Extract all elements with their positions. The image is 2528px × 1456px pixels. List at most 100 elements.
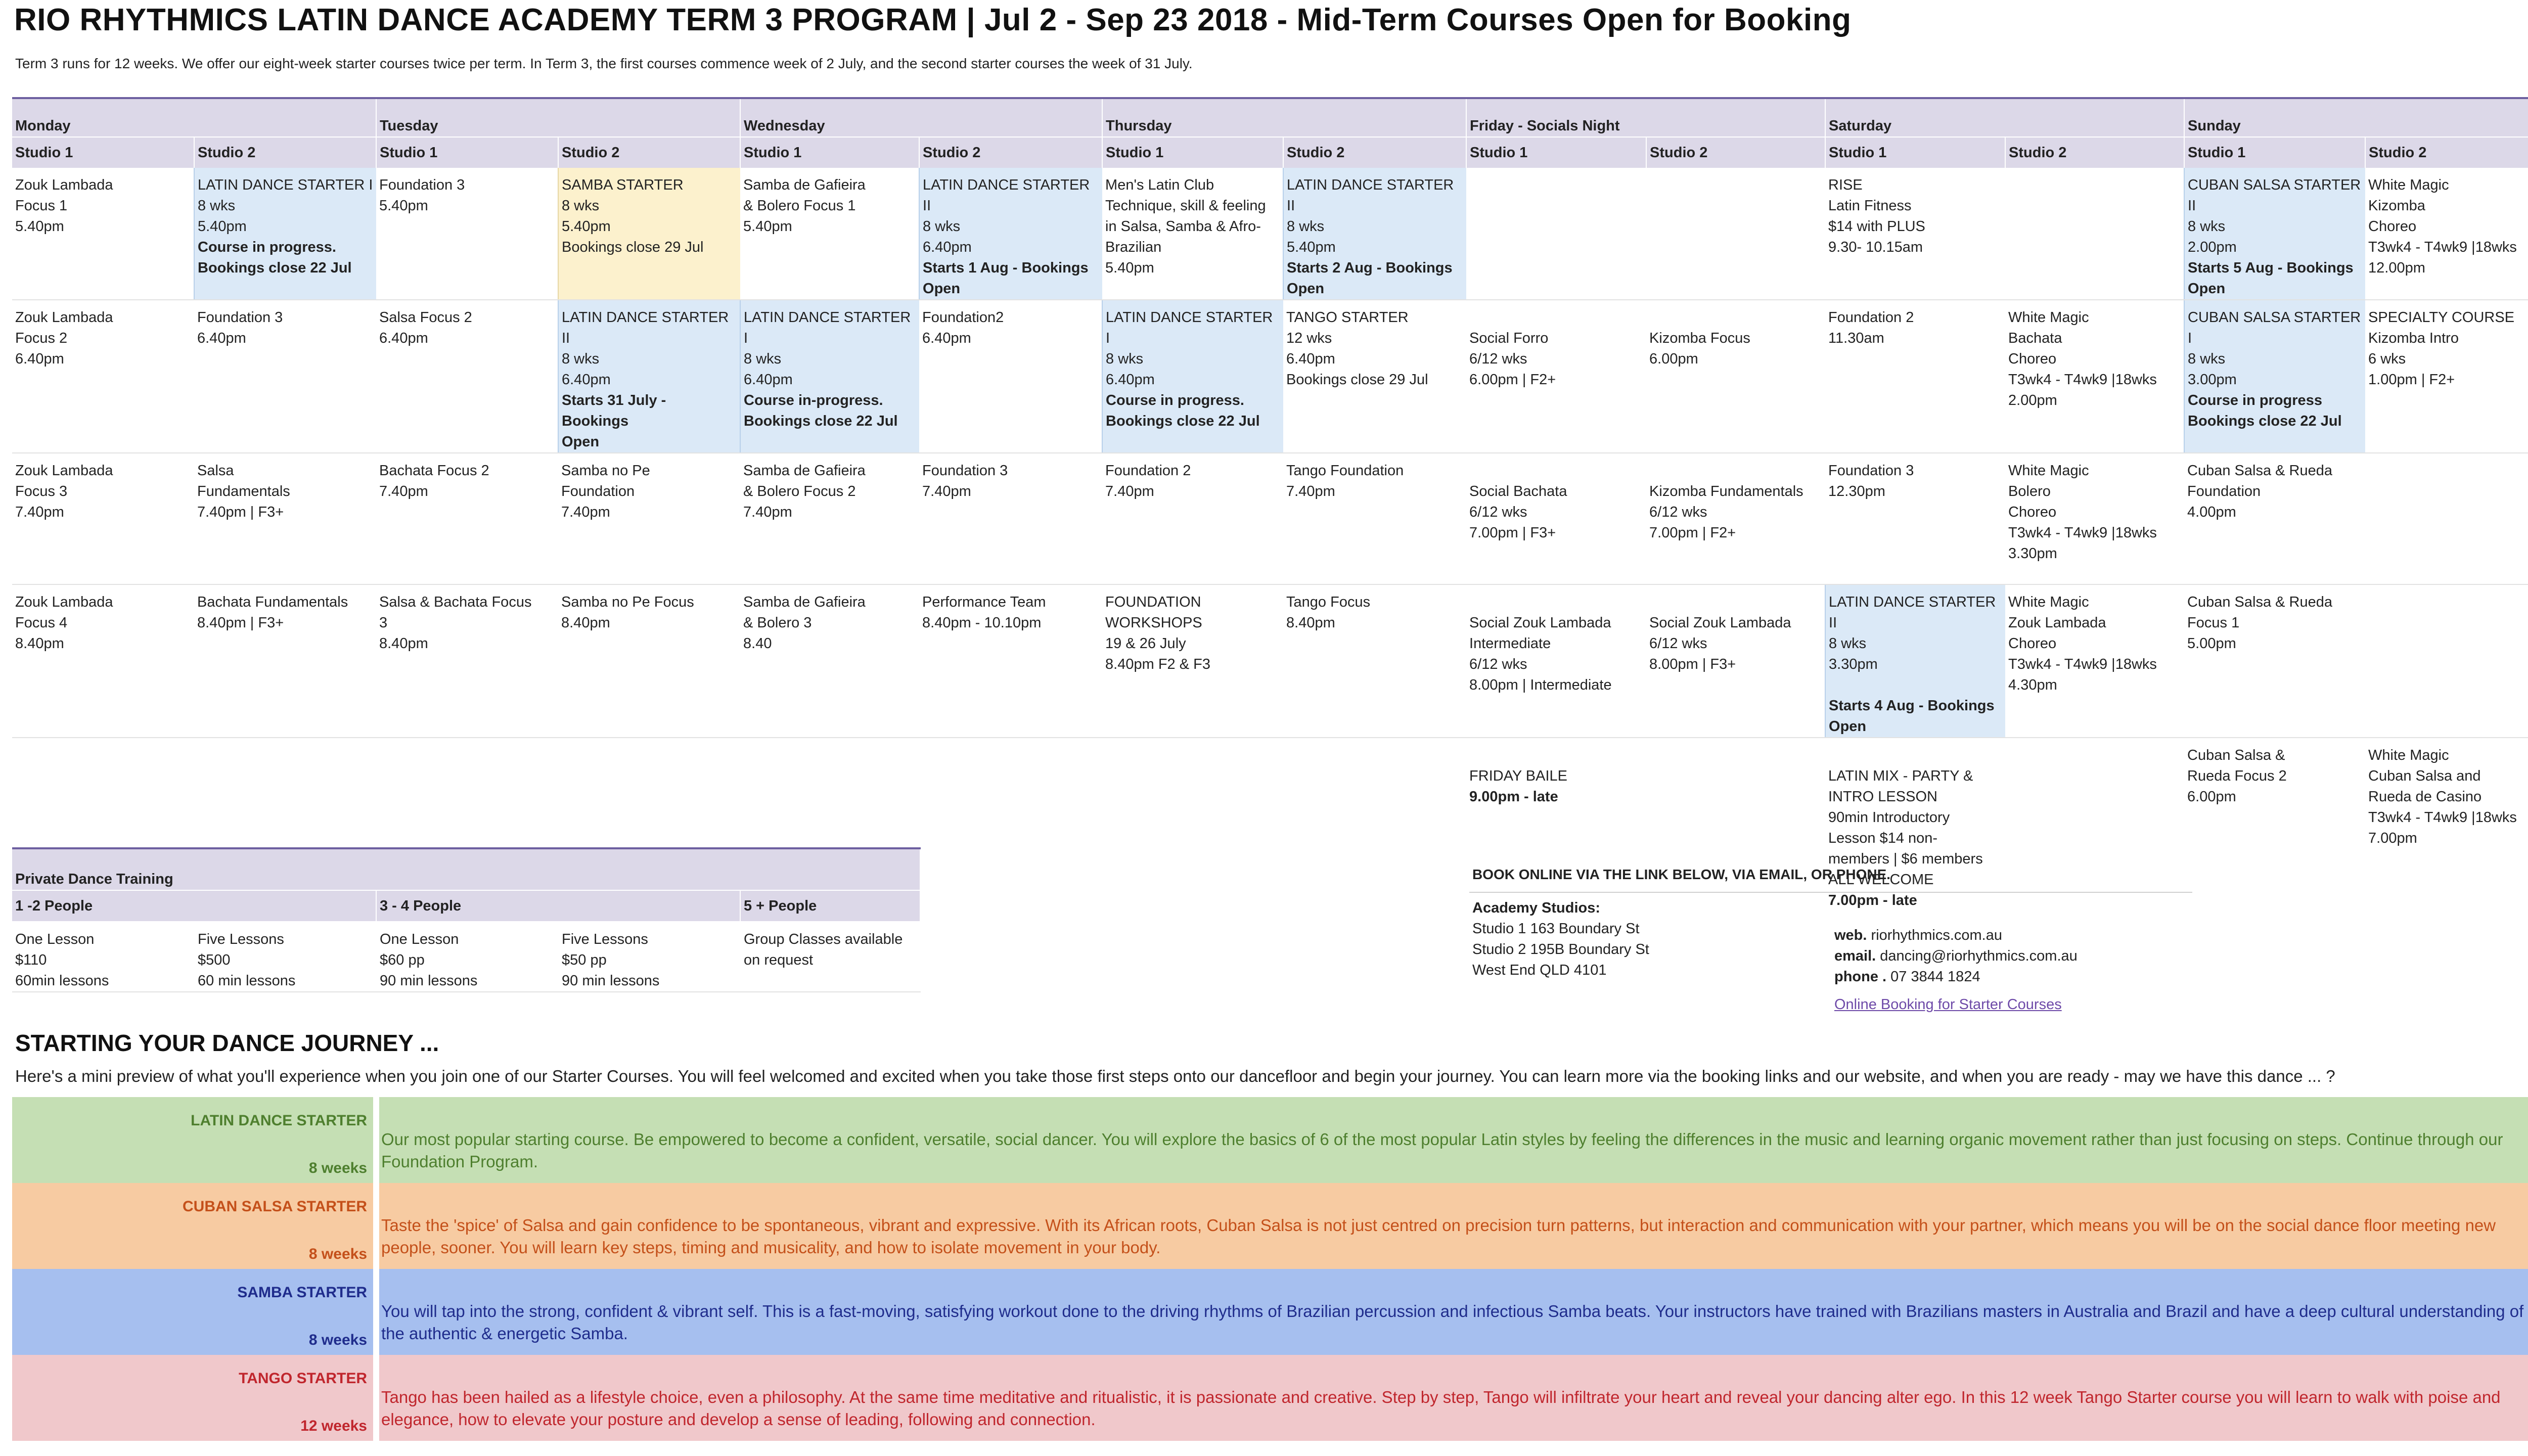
class-slot-line: 1.00pm | F2+ [2368, 372, 2455, 388]
class-slot-line: 8.40pm [561, 615, 610, 631]
class-slot-line: 19 & 26 July [1105, 635, 1186, 652]
class-slot-line: Kizomba Fundamentals [1649, 483, 1803, 499]
online-booking-link[interactable]: Online Booking for Starter Courses [1834, 996, 2062, 1013]
studio-header: Studio 2 [2365, 136, 2528, 168]
private-price-cell: Group Classes available on request [740, 921, 921, 992]
private-training-table: Private Dance Training 1 -2 People 3 - 4… [12, 847, 921, 992]
contact-details: web. riorhythmics.com.au email. dancing@… [1834, 925, 2078, 1015]
class-slot-line: WORKSHOPS [1105, 615, 1202, 631]
empty-slot [2005, 168, 2185, 300]
class-slot-line: 8.40pm - 10.10pm [922, 615, 1042, 631]
class-slot-line: 7.40pm [379, 483, 428, 499]
class-slot-line: 6.40pm [197, 330, 246, 346]
studio-header: Studio 2 [194, 136, 377, 168]
course-name-cell: SAMBA STARTER 8 weeks [12, 1269, 373, 1355]
class-slot-line: 5.40pm [1105, 260, 1154, 276]
private-price-line: 90 min lessons [380, 973, 478, 989]
class-slot-line: Tango Foundation [1286, 463, 1404, 479]
class-slot: Foundation 3 7.40pm [919, 453, 1103, 585]
course-weeks: 8 weeks [308, 1160, 367, 1176]
booking-heading: BOOK ONLINE VIA THE LINK BELOW, VIA EMAI… [1472, 867, 1891, 882]
class-slot-line: Open [2188, 281, 2226, 297]
class-slot-line: 90min Introductory [1828, 809, 1950, 826]
class-slot-line: FRIDAY BAILE [1469, 768, 1567, 784]
class-slot-line: SPECIALTY COURSE [2368, 309, 2515, 326]
class-slot: Zouk Lambada Focus 4 8.40pm [12, 584, 194, 738]
class-slot-line: Foundation 3 [379, 177, 465, 193]
class-slot-line: 7.40pm [743, 504, 792, 520]
class-slot-line: Cuban Salsa & [2187, 747, 2285, 763]
class-slot-line: Intermediate [1469, 635, 1551, 652]
class-slot: TANGO STARTER 12 wks 6.40pm Bookings close … [1283, 300, 1467, 453]
studio-header: Studio 1 [1102, 136, 1284, 168]
class-slot-line: Choreo [2008, 635, 2057, 652]
class-slot-line: Course in progress. [1106, 392, 1244, 408]
class-slot-line: Bookings close 22 Jul [198, 260, 352, 276]
class-slot-line: Choreo [2008, 351, 2057, 367]
class-slot-line: Samba no Pe [561, 463, 650, 479]
class-slot-line: Zouk Lambada [15, 177, 113, 193]
course-name: LATIN DANCE STARTER [191, 1112, 367, 1129]
class-slot-line: Cuban Salsa and [2368, 768, 2481, 784]
class-slot-line: White Magic [2368, 747, 2449, 763]
class-slot-line: Course in-progress. [744, 392, 883, 408]
booking-divider [1469, 892, 2192, 893]
private-price-line: 60 min lessons [198, 973, 296, 989]
class-slot-line [1469, 307, 1643, 328]
class-slot-line: CUBAN SALSA STARTER I [2188, 309, 2361, 346]
class-slot-line: Foundation 2 [1105, 463, 1191, 479]
class-slot-line [1829, 675, 2002, 696]
class-slot-line: Rueda Focus 2 [2187, 768, 2287, 784]
class-slot-line: 4.30pm [2008, 677, 2057, 693]
class-slot: Zouk Lambada Focus 3 7.40pm [12, 453, 194, 585]
class-slot-line: 12 wks [1286, 330, 1332, 346]
studios-label: Academy Studios: [1472, 900, 1600, 916]
journey-intro: Here's a mini preview of what you'll exp… [15, 1067, 2335, 1085]
class-slot-line: Focus 1 [15, 198, 68, 214]
private-price-cell: One Lesson $60 pp 90 min lessons [376, 921, 559, 992]
studio-header: Studio 1 [740, 136, 920, 168]
class-slot-line: T3wk4 - T4wk9 |18wks [2008, 525, 2157, 541]
class-slot: LATIN DANCE STARTER I 8 wks 6.40pm Course i… [1102, 300, 1284, 453]
class-slot: Social Zouk Lambada Intermediate 6/12 wks 8… [1466, 584, 1647, 738]
studio-header: Studio 2 [558, 136, 741, 168]
course-weeks: 12 weeks [300, 1418, 367, 1434]
group-5-plus-people: 5 + People [740, 890, 921, 921]
class-slot: Samba no Pe Focus 8.40pm [558, 584, 741, 738]
group-3-4-people: 3 - 4 People [376, 890, 741, 921]
class-slot: Zouk Lambada Focus 2 6.40pm [12, 300, 194, 453]
class-slot-line: Bachata [2008, 330, 2062, 346]
studio-header: Studio 1 [1466, 136, 1647, 168]
class-slot: Salsa Fundamentals 7.40pm | F3+ [194, 453, 376, 585]
class-slot-line: Focus 1 [2187, 615, 2240, 631]
empty-slot [1283, 738, 1466, 917]
class-slot: Cuban Salsa & Rueda Foundation 4.00pm [2184, 453, 2366, 585]
course-tango-starter: TANGO STARTER 12 weeks Tango has been hail… [12, 1355, 2528, 1441]
class-slot-line: 7.40pm [561, 504, 610, 520]
class-slot-line [1649, 307, 1822, 328]
class-slot-line: Foundation 2 [1828, 309, 1914, 326]
class-slot-line: 7.40pm [15, 504, 64, 520]
class-slot: White Magic Kizomba Choreo T3wk4 - T4wk9 |1… [2365, 168, 2528, 300]
class-slot: Cuban Salsa & Rueda Focus 1 5.00pm [2184, 584, 2366, 738]
class-slot-line: & Bolero Focus 2 [743, 483, 856, 499]
class-slot: Foundation 2 11.30am [1825, 300, 2006, 453]
class-slot-line: 3.30pm [2008, 545, 2057, 562]
day-header-thursday: Thursday [1102, 97, 1467, 137]
class-slot: FRIDAY BAILE 9.00pm - late [1466, 738, 1646, 917]
class-slot: LATIN DANCE STARTER II 8 wks 5.40pm Starts … [1283, 168, 1467, 300]
class-slot-line: Focus 3 [15, 483, 68, 499]
class-slot-line: Social Forro [1469, 330, 1549, 346]
class-slot: FOUNDATION WORKSHOPS 19 & 26 July 8.40pm F2… [1102, 584, 1284, 738]
page-title: RIO RHYTHMICS LATIN DANCE ACADEMY TERM 3… [14, 3, 1852, 37]
class-slot-line: 5.40pm [15, 218, 64, 235]
email-address[interactable]: dancing@riorhythmics.com.au [1880, 948, 2078, 964]
web-address[interactable]: riorhythmics.com.au [1871, 927, 2002, 943]
class-slot: Foundation 3 6.40pm [194, 300, 376, 453]
studio-header: Studio 1 [376, 136, 559, 168]
class-slot-line: members | $6 members [1828, 851, 1983, 867]
address-line: West End QLD 4101 [1472, 962, 1607, 978]
class-slot-line: Foundation 3 [1828, 463, 1914, 479]
class-slot-line: Samba de Gafieira [743, 594, 866, 610]
class-slot-line: Open [1829, 718, 1867, 735]
